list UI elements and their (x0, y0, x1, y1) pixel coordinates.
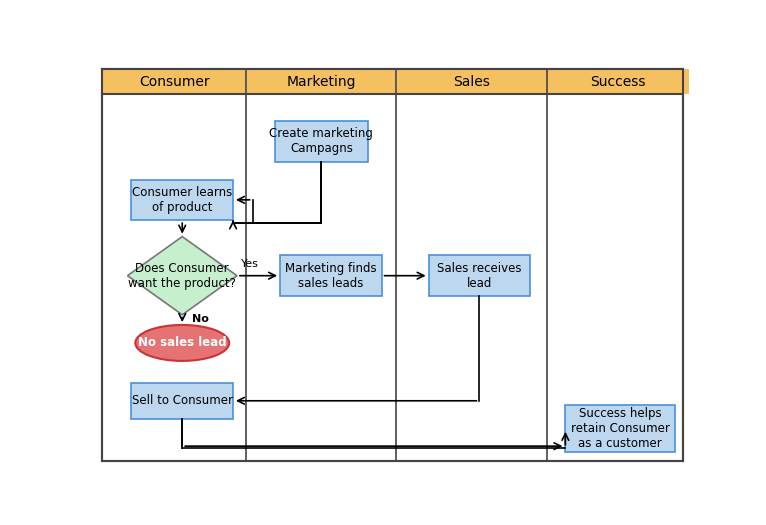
Bar (247, 69, 397, 94)
Text: Marketing: Marketing (286, 75, 356, 89)
Bar (548, 69, 689, 94)
Text: No: No (192, 314, 208, 324)
Bar (103, 69, 247, 94)
Bar (398, 69, 547, 94)
Bar (280, 255, 381, 296)
Text: Sales: Sales (453, 75, 490, 89)
Text: Marketing finds
sales leads: Marketing finds sales leads (285, 261, 377, 290)
Text: No sales lead: No sales lead (138, 337, 227, 350)
Bar (132, 383, 233, 419)
Bar (132, 180, 233, 220)
Text: Sell to Consumer: Sell to Consumer (132, 394, 233, 407)
Ellipse shape (136, 325, 229, 361)
Text: Success: Success (590, 75, 646, 89)
Text: Consumer: Consumer (139, 75, 210, 89)
Text: Create marketing
Campagns: Create marketing Campagns (270, 127, 373, 155)
Text: Does Consumer
want the product?: Does Consumer want the product? (128, 261, 236, 290)
Text: Yes: Yes (241, 259, 259, 269)
Polygon shape (127, 237, 237, 315)
Bar (428, 255, 530, 296)
Text: Consumer learns
of product: Consumer learns of product (132, 186, 232, 214)
Bar (565, 405, 675, 453)
Text: Sales receives
lead: Sales receives lead (437, 261, 522, 290)
Bar (274, 121, 368, 162)
Text: Success helps
retain Consumer
as a customer: Success helps retain Consumer as a custo… (571, 407, 669, 450)
